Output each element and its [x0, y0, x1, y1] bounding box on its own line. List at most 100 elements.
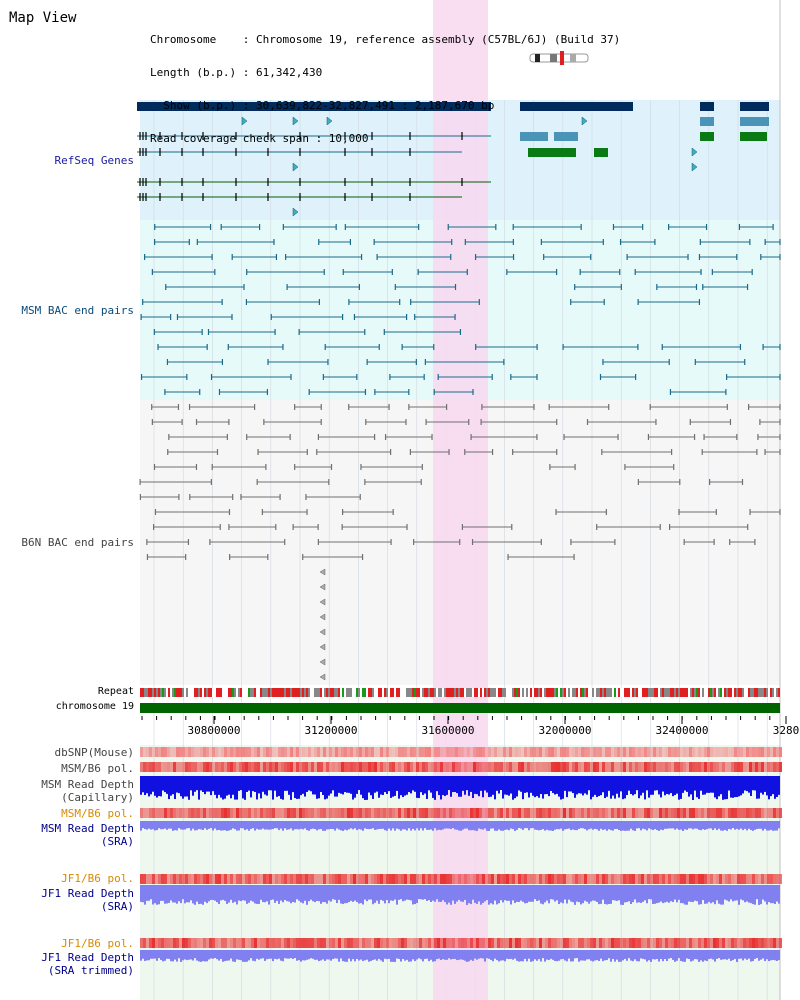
jf1-depth-trimmed: [536, 950, 538, 961]
msm-depth-sra: [196, 821, 198, 831]
msm-depth-sra: [710, 821, 712, 829]
jf1-depth-sra: [554, 885, 556, 902]
jf1-depth-trimmed: [400, 950, 402, 962]
msm-b6-pol-strip-2: [650, 808, 653, 818]
jf1-depth-trimmed: [196, 950, 198, 961]
msm-b6-pol-strip-2: [767, 808, 770, 818]
jf1-depth-sra: [614, 885, 616, 901]
msm-depth-cap-label[interactable]: MSM Read Depth: [41, 778, 134, 791]
jf1-depth-sra: [636, 885, 638, 903]
msm-depth-capillary: [148, 776, 150, 797]
msm-depth-capillary: [518, 776, 520, 791]
msm-depth-sra: [188, 821, 190, 829]
msm-depth-capillary: [250, 776, 252, 798]
jf1-b6-pol-strip-2: [704, 938, 707, 948]
jf1-b6-pol-strip: [737, 874, 740, 884]
msm-b6-pol-strip-2: [524, 808, 527, 818]
msm-depth-capillary: [680, 776, 682, 799]
jf1-depth-trimmed: [180, 950, 182, 962]
jf1-b6-pol-strip: [257, 874, 260, 884]
msm-depth-sra: [688, 821, 690, 829]
msm-depth-sra: [166, 821, 168, 830]
jf1-b6-pol-strip: [293, 874, 296, 884]
jf1-depth-sra: [584, 885, 586, 901]
repeat-mark: [218, 688, 220, 697]
msm-b6-pol-strip-2: [278, 808, 281, 818]
msm-depth-sra: [252, 821, 254, 829]
jf1-depth-sra: [256, 885, 258, 904]
jf1-b6-pol-strip: [482, 874, 485, 884]
msm-depth-sra-label[interactable]: MSM Read Depth: [41, 822, 134, 835]
jf1-b6-pol-strip-2: [140, 938, 143, 948]
jf1-b6-pol-strip-2: [467, 938, 470, 948]
repeat-mark: [406, 688, 408, 697]
dbsnp-strip: [419, 747, 422, 757]
refseq-genes-label[interactable]: RefSeq Genes: [54, 154, 134, 167]
msm-depth-capillary: [678, 776, 680, 800]
jf1-depth-trimmed: [486, 950, 488, 959]
jf1-b6-pol-label-2[interactable]: JF1/B6 pol.: [61, 937, 134, 950]
jf1-b6-pol-strip-2: [752, 938, 755, 948]
msm-depth-capillary: [452, 776, 454, 793]
msm-depth-sra: [698, 821, 700, 830]
msm-b6-pol-label-2[interactable]: MSM/B6 pol.: [61, 807, 134, 820]
repeat-mark: [240, 688, 242, 697]
jf1-b6-pol-strip-2: [236, 938, 239, 948]
jf1-b6-pol-strip-2: [425, 938, 428, 948]
jf1-b6-pol-label-1[interactable]: JF1/B6 pol.: [61, 872, 134, 885]
msm-depth-capillary: [664, 776, 666, 796]
msm-depth-sra: [218, 821, 220, 830]
msm-b6-pol-strip: [776, 762, 779, 772]
jf1-depth-sra: [420, 885, 422, 900]
msm-b6-pol-label-1[interactable]: MSM/B6 pol.: [61, 762, 134, 775]
msm-depth-sra: [532, 821, 534, 829]
repeat-mark: [316, 688, 318, 697]
jf1-depth-trimmed: [342, 950, 344, 962]
repeat-mark: [482, 688, 484, 697]
dbsnp-strip: [380, 747, 383, 757]
jf1-b6-pol-strip-2: [479, 938, 482, 948]
repeat-mark: [266, 688, 268, 697]
msm-b6-pol-strip-2: [638, 808, 641, 818]
b6n-bac-label[interactable]: B6N BAC end pairs: [21, 536, 134, 549]
repeat-mark: [690, 688, 692, 697]
msm-b6-pol-strip-2: [380, 808, 383, 818]
jf1-b6-pol-strip: [641, 874, 644, 884]
strand-arrow: [691, 147, 698, 157]
msm-bac-label[interactable]: MSM BAC end pairs: [21, 304, 134, 317]
jf1-b6-pol-strip-2: [152, 938, 155, 948]
msm-b6-pol-strip: [149, 762, 152, 772]
jf1-depth-trimmed: [772, 950, 774, 960]
jf1-depth-sra: [626, 885, 628, 903]
msm-b6-pol-strip: [365, 762, 368, 772]
msm-depth-sra: [292, 821, 294, 831]
dbsnp-strip: [632, 747, 635, 757]
jf1-depth-sra: [480, 885, 482, 905]
jf1-depth-sra-label[interactable]: JF1 Read Depth: [41, 887, 134, 900]
jf1-b6-pol-strip: [191, 874, 194, 884]
msm-b6-pol-strip-2: [248, 808, 251, 818]
dbsnp-label[interactable]: dbSNP(Mouse): [54, 746, 134, 759]
jf1-depth-trimmed: [160, 950, 162, 960]
msm-depth-capillary: [412, 776, 414, 791]
jf1-depth-sra: [538, 885, 540, 901]
repeat-mark: [414, 688, 416, 697]
jf1-b6-pol-strip: [725, 874, 728, 884]
jf1-b6-pol-strip: [707, 874, 710, 884]
msm-b6-pol-strip-2: [653, 808, 656, 818]
jf1-depth-trimmed: [322, 950, 324, 960]
jf1-depth-trimmed: [488, 950, 490, 959]
msm-b6-pol-strip: [275, 762, 278, 772]
jf1-depth-sra: [216, 885, 218, 903]
jf1-depth-sra: [684, 885, 686, 905]
msm-depth-sra: [690, 821, 692, 829]
repeat-mark: [456, 688, 458, 697]
jf1-depth-trimmed: [674, 950, 676, 962]
jf1-depth-trim-label[interactable]: JF1 Read Depth: [41, 951, 134, 964]
jf1-depth-trimmed: [438, 950, 440, 959]
msm-b6-pol-strip-2: [401, 808, 404, 818]
jf1-depth-sra: [276, 885, 278, 901]
jf1-depth-sra: [338, 885, 340, 900]
repeat-mark: [366, 688, 368, 697]
jf1-depth-sra: [382, 885, 384, 901]
